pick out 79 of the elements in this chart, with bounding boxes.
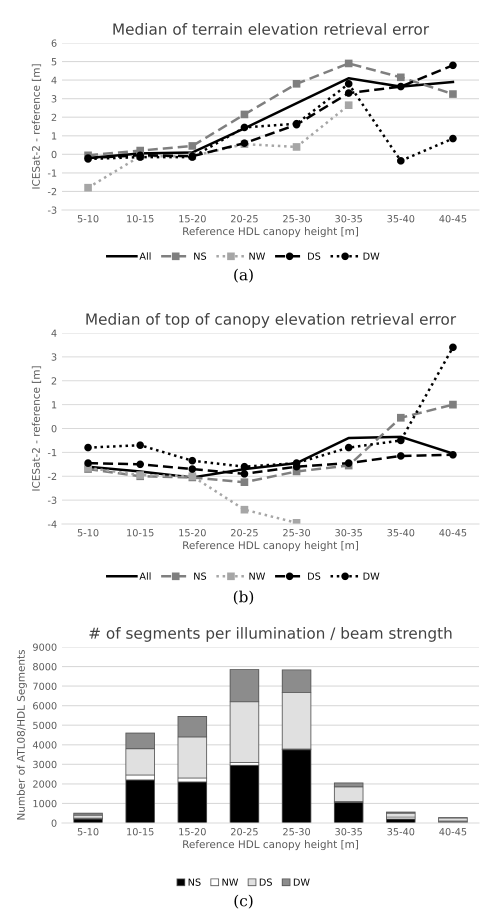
x-tick-label: 40-45 bbox=[439, 215, 466, 222]
x-tick-label: 15-20 bbox=[179, 215, 206, 222]
legend-label: DW bbox=[294, 878, 310, 886]
x-tick-label: 30-35 bbox=[335, 215, 362, 222]
x-tick-label: 10-15 bbox=[127, 529, 154, 536]
y-tick-label: 0 bbox=[52, 150, 56, 158]
y-tick-label: 1000 bbox=[33, 800, 56, 808]
y-tick-label: 2 bbox=[52, 114, 56, 121]
x-tick-label: 30-35 bbox=[335, 828, 362, 836]
x-tick-label: 15-20 bbox=[179, 529, 206, 536]
legend-label: DS bbox=[260, 878, 272, 886]
y-tick-label: 6000 bbox=[33, 702, 56, 710]
x-tick-label: 25-30 bbox=[283, 828, 310, 836]
x-tick-label: 20-25 bbox=[231, 529, 258, 536]
y-axis-title: ICESat-2 - reference [m] bbox=[32, 366, 42, 491]
x-tick-label: 20-25 bbox=[231, 215, 258, 222]
y-tick-label: -1 bbox=[48, 448, 56, 456]
y-tick-label: -4 bbox=[48, 520, 57, 528]
chart-title: Median of terrain elevation retrieval error bbox=[113, 23, 430, 35]
y-tick-label: 0 bbox=[52, 424, 56, 432]
y-tick-label: 4000 bbox=[32, 741, 56, 749]
x-tick-label: 40-45 bbox=[439, 529, 466, 536]
y-tick-label: 6 bbox=[52, 39, 57, 47]
x-axis-title: Reference HDL canopy height [m] bbox=[183, 541, 358, 552]
x-tick-label: 15-20 bbox=[179, 828, 206, 836]
legend-label: NS bbox=[194, 252, 206, 260]
y-tick-label: 4 bbox=[51, 330, 57, 337]
x-tick-label: 5-10 bbox=[78, 215, 98, 222]
y-axis-title: Number of ATL08/HDL Segments bbox=[16, 650, 27, 820]
x-tick-label: 40-45 bbox=[439, 828, 466, 836]
legend-label: NW bbox=[249, 252, 266, 260]
y-tick-label: -3 bbox=[48, 496, 56, 504]
x-tick-label: 10-15 bbox=[127, 828, 154, 836]
legend-label: NS bbox=[188, 878, 201, 886]
y-tick-label: 1 bbox=[52, 132, 56, 140]
y-tick-label: 1 bbox=[52, 401, 56, 408]
legend-label: NW bbox=[249, 572, 266, 580]
y-tick-label: 5 bbox=[52, 58, 56, 66]
y-tick-label: 7000 bbox=[33, 682, 56, 690]
legend-label: All bbox=[139, 572, 150, 580]
legend-label: DS bbox=[308, 252, 320, 260]
x-tick-label: 30-35 bbox=[335, 529, 362, 536]
x-tick-label: 35-40 bbox=[387, 215, 414, 222]
y-tick-label: 9000 bbox=[33, 643, 56, 651]
x-tick-label: 35-40 bbox=[387, 828, 414, 836]
x-axis-title: Reference HDL canopy height [m] bbox=[183, 227, 358, 238]
text: (a) bbox=[234, 268, 253, 283]
y-axis-title: ICESat-2 - reference [m] bbox=[32, 64, 42, 189]
text: (b) bbox=[234, 590, 254, 605]
y-tick-label: 0 bbox=[52, 819, 56, 827]
legend-label: NS bbox=[194, 572, 206, 580]
y-tick-label: -1 bbox=[48, 169, 56, 177]
y-tick-label: -3 bbox=[48, 206, 56, 214]
y-tick-label: 3 bbox=[52, 353, 56, 361]
y-tick-label: 2 bbox=[52, 377, 56, 384]
y-tick-label: 8000 bbox=[33, 663, 56, 670]
x-tick-label: 25-30 bbox=[283, 529, 310, 536]
x-tick-label: 10-15 bbox=[127, 215, 154, 222]
x-tick-label: 25-30 bbox=[283, 215, 310, 222]
y-tick-label: 3 bbox=[52, 95, 56, 102]
y-tick-label: 5000 bbox=[33, 722, 56, 730]
y-tick-label: -2 bbox=[48, 472, 56, 480]
y-tick-label: 4 bbox=[51, 76, 57, 84]
legend-label: DW bbox=[364, 252, 380, 260]
x-axis-title: Reference HDL canopy height [m] bbox=[183, 840, 358, 850]
y-tick-label: 3000 bbox=[33, 760, 56, 768]
chart-title: # of segments per illumination / beam strength bbox=[89, 627, 452, 642]
legend-label: DW bbox=[364, 572, 380, 580]
y-tick-label: -2 bbox=[48, 188, 56, 196]
x-tick-label: 35-40 bbox=[387, 529, 414, 536]
legend-label: NW bbox=[222, 878, 238, 886]
x-tick-label: 5-10 bbox=[78, 529, 98, 536]
legend-label: DS bbox=[308, 572, 320, 580]
x-tick-label: 5-10 bbox=[78, 828, 98, 836]
x-tick-label: 20-25 bbox=[231, 828, 258, 836]
legend-label: All bbox=[139, 252, 150, 260]
y-tick-label: 2000 bbox=[33, 780, 56, 788]
chart-title: Median of top of canopy elevation retrieval error bbox=[86, 313, 456, 328]
text: (c) bbox=[234, 894, 253, 909]
